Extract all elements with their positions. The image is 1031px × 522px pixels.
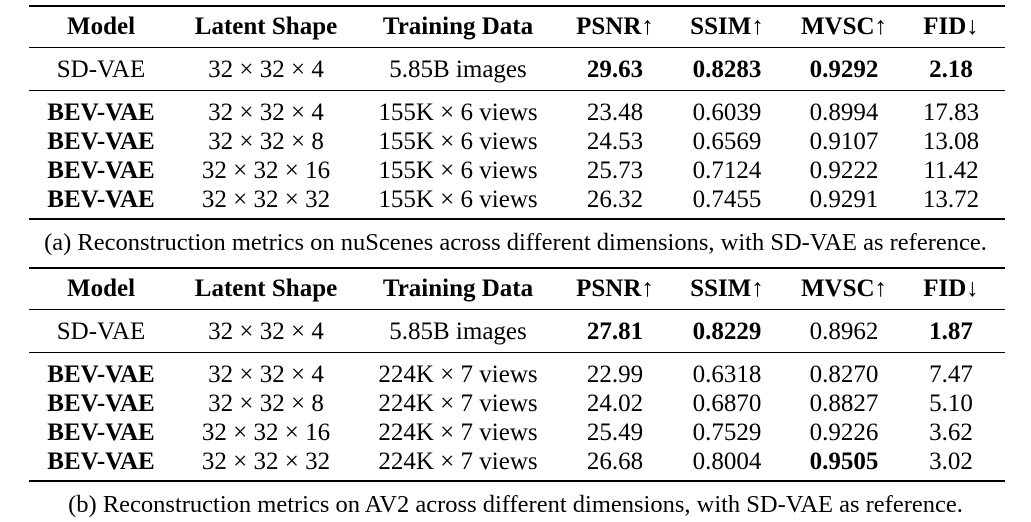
cell-psnr: 25.49 xyxy=(586,419,644,446)
cell-fid: 17.83 xyxy=(922,99,980,126)
header-model: Model xyxy=(66,275,136,302)
mid-rule xyxy=(29,90,1005,91)
cell-mvsc: 0.8270 xyxy=(809,361,879,388)
header-fid: FID↓ xyxy=(923,13,979,40)
header-model: Model xyxy=(66,13,136,40)
cell-latent-shape: 32 × 32 × 32 xyxy=(201,448,331,475)
cell-latent-shape: 32 × 32 × 16 xyxy=(201,419,331,446)
cell-ssim: 0.8004 xyxy=(692,448,762,475)
header-training-data: Training Data xyxy=(382,13,534,40)
cell-psnr: 26.68 xyxy=(586,448,644,475)
header-rule xyxy=(29,47,1005,48)
header-training-data: Training Data xyxy=(382,275,534,302)
cell-mvsc: 0.9222 xyxy=(809,157,879,184)
header-rule xyxy=(29,309,1005,310)
cell-fid: 13.08 xyxy=(922,128,980,155)
header-ssim: SSIM↑ xyxy=(690,13,764,40)
cell-psnr: 26.32 xyxy=(586,186,644,213)
table-caption: (b) Reconstruction metrics on AV2 across… xyxy=(68,491,963,518)
cell-training-data: 224K × 7 views xyxy=(378,419,538,446)
cell-training-data: 155K × 6 views xyxy=(378,157,538,184)
cell-mvsc: 0.9291 xyxy=(809,186,879,213)
cell-ssim: 0.6318 xyxy=(692,361,762,388)
cell-model: SD-VAE xyxy=(56,56,146,83)
cell-fid: 7.47 xyxy=(929,361,973,388)
cell-ssim: 0.6039 xyxy=(692,99,762,126)
cell-model: BEV-VAE xyxy=(47,361,155,388)
cell-fid: 11.42 xyxy=(923,157,979,184)
cell-psnr: 27.81 xyxy=(586,318,644,345)
table-caption: (a) Reconstruction metrics on nuScenes a… xyxy=(44,229,987,256)
cell-psnr: 29.63 xyxy=(586,56,644,83)
header-psnr: PSNR↑ xyxy=(576,275,654,302)
cell-latent-shape: 32 × 32 × 4 xyxy=(208,318,324,345)
cell-model: BEV-VAE xyxy=(47,390,155,417)
cell-model: BEV-VAE xyxy=(47,99,155,126)
header-latent-shape: Latent Shape xyxy=(194,13,338,40)
cell-model: BEV-VAE xyxy=(47,186,155,213)
cell-fid: 3.02 xyxy=(929,448,973,475)
cell-mvsc: 0.8994 xyxy=(809,99,879,126)
cell-training-data: 5.85B images xyxy=(389,56,527,83)
header-psnr: PSNR↑ xyxy=(576,13,654,40)
cell-ssim: 0.8283 xyxy=(692,56,762,83)
cell-latent-shape: 32 × 32 × 8 xyxy=(208,390,324,417)
cell-training-data: 155K × 6 views xyxy=(378,186,538,213)
mid-rule xyxy=(29,352,1005,353)
cell-mvsc: 0.8827 xyxy=(809,390,879,417)
header-mvsc: MVSC↑ xyxy=(800,275,888,302)
cell-ssim: 0.6870 xyxy=(692,390,762,417)
cell-training-data: 155K × 6 views xyxy=(378,99,538,126)
header-ssim: SSIM↑ xyxy=(690,275,764,302)
cell-model: BEV-VAE xyxy=(47,128,155,155)
cell-mvsc: 0.9226 xyxy=(809,419,879,446)
header-latent-shape: Latent Shape xyxy=(194,275,338,302)
cell-model: BEV-VAE xyxy=(47,448,155,475)
cell-mvsc: 0.9107 xyxy=(809,128,879,155)
cell-model: BEV-VAE xyxy=(47,157,155,184)
cell-mvsc: 0.8962 xyxy=(809,318,879,345)
cell-psnr: 25.73 xyxy=(586,157,644,184)
cell-fid: 13.72 xyxy=(922,186,980,213)
cell-training-data: 224K × 7 views xyxy=(378,361,538,388)
cell-psnr: 23.48 xyxy=(586,99,644,126)
bottom-rule xyxy=(29,480,1005,482)
cell-ssim: 0.7455 xyxy=(692,186,762,213)
header-fid: FID↓ xyxy=(923,275,979,302)
cell-psnr: 24.53 xyxy=(586,128,644,155)
top-rule xyxy=(29,5,1005,7)
cell-training-data: 155K × 6 views xyxy=(378,128,538,155)
cell-psnr: 24.02 xyxy=(586,390,644,417)
cell-fid: 2.18 xyxy=(929,56,973,83)
cell-mvsc: 0.9505 xyxy=(809,448,879,475)
cell-training-data: 224K × 7 views xyxy=(378,390,538,417)
cell-training-data: 224K × 7 views xyxy=(378,448,538,475)
cell-mvsc: 0.9292 xyxy=(809,56,879,83)
header-mvsc: MVSC↑ xyxy=(800,13,888,40)
top-rule xyxy=(29,267,1005,269)
cell-fid: 1.87 xyxy=(929,318,973,345)
cell-latent-shape: 32 × 32 × 4 xyxy=(208,361,324,388)
cell-training-data: 5.85B images xyxy=(389,318,527,345)
cell-ssim: 0.7124 xyxy=(692,157,762,184)
cell-latent-shape: 32 × 32 × 4 xyxy=(208,99,324,126)
cell-psnr: 22.99 xyxy=(586,361,644,388)
cell-latent-shape: 32 × 32 × 8 xyxy=(208,128,324,155)
cell-model: BEV-VAE xyxy=(47,419,155,446)
cell-ssim: 0.7529 xyxy=(692,419,762,446)
cell-fid: 5.10 xyxy=(929,390,973,417)
cell-ssim: 0.8229 xyxy=(692,318,762,345)
cell-model: SD-VAE xyxy=(56,318,146,345)
cell-latent-shape: 32 × 32 × 32 xyxy=(201,186,331,213)
cell-latent-shape: 32 × 32 × 4 xyxy=(208,56,324,83)
cell-ssim: 0.6569 xyxy=(692,128,762,155)
cell-latent-shape: 32 × 32 × 16 xyxy=(201,157,331,184)
bottom-rule xyxy=(29,218,1005,220)
cell-fid: 3.62 xyxy=(929,419,973,446)
